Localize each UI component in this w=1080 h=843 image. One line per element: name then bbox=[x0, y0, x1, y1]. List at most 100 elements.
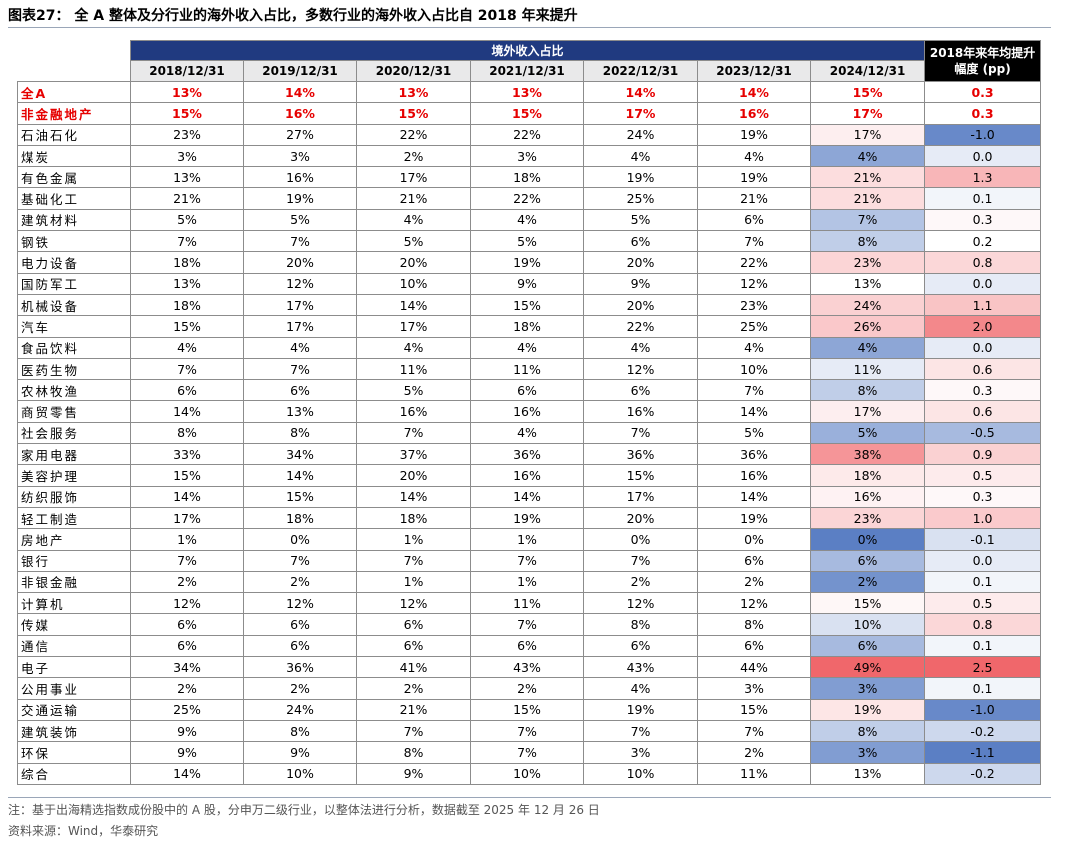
row-label: 美容护理 bbox=[17, 464, 131, 487]
table-row: 非金融地产 15% 16% 15% 15% 17% 16% 17% 0.3 bbox=[17, 102, 1042, 125]
table-cell: 4% bbox=[470, 421, 584, 445]
table-cell: -1.0 bbox=[924, 698, 1042, 721]
table-cell: 19% bbox=[470, 506, 584, 530]
row-label: 非金融地产 bbox=[17, 102, 131, 125]
table-cell: 2% bbox=[470, 677, 584, 700]
table-row: 建筑材料 5% 5% 4% 4% 5% 6% 7% 0.3 bbox=[17, 208, 1042, 232]
table-cell: 4% bbox=[583, 144, 698, 168]
table-cell: 1% bbox=[356, 528, 471, 551]
table-cell: 7% bbox=[243, 230, 357, 253]
table-cell: 5% bbox=[470, 230, 584, 253]
table-cell: 10% bbox=[470, 762, 584, 785]
table-cell: 25% bbox=[130, 698, 244, 721]
table-cell: 17% bbox=[809, 400, 926, 423]
table-row: 公用事业 2% 2% 2% 2% 4% 3% 3% 0.1 bbox=[17, 677, 1042, 700]
table-cell: 5% bbox=[130, 208, 244, 232]
table-cell: 4% bbox=[697, 336, 811, 359]
table-cell: 16% bbox=[243, 102, 357, 125]
row-label: 全A bbox=[17, 80, 131, 104]
table-cell: 16% bbox=[356, 400, 471, 423]
table-cell: 13% bbox=[356, 80, 471, 104]
table-cell: 4% bbox=[809, 144, 926, 168]
table-cell: 15% bbox=[470, 293, 584, 317]
row-label: 汽车 bbox=[17, 315, 131, 338]
table-cell: 13% bbox=[243, 400, 357, 423]
table-cell: 3% bbox=[243, 144, 357, 168]
table-cell: 18% bbox=[470, 315, 584, 338]
table-cell: 25% bbox=[697, 315, 811, 338]
table-cell: 13% bbox=[130, 166, 244, 189]
column-header: 2019/12/31 bbox=[243, 60, 357, 82]
table-cell: 7% bbox=[809, 208, 926, 232]
table-cell: 7% bbox=[697, 230, 811, 253]
row-label: 商贸零售 bbox=[17, 400, 131, 423]
column-header: 2024/12/31 bbox=[809, 60, 926, 82]
table-cell: 7% bbox=[583, 549, 698, 572]
table-cell: 17% bbox=[809, 102, 926, 125]
table-cell: 8% bbox=[130, 421, 244, 445]
table-cell: 43% bbox=[470, 656, 584, 679]
table-cell: 5% bbox=[697, 421, 811, 445]
table-cell: -0.5 bbox=[924, 421, 1042, 445]
table-cell: 2% bbox=[809, 570, 926, 594]
table-cell: 6% bbox=[583, 634, 698, 658]
table-cell: 12% bbox=[130, 592, 244, 615]
table-cell: 4% bbox=[243, 336, 357, 359]
table-cell: 0.0 bbox=[924, 144, 1042, 168]
table-cell: 0.0 bbox=[924, 549, 1042, 572]
table-row: 电子 34% 36% 41% 43% 43% 44% 49% 2.5 bbox=[17, 656, 1042, 679]
table-row: 石油石化 23% 27% 22% 22% 24% 19% 17% -1.0 bbox=[17, 123, 1042, 146]
table-cell: 17% bbox=[243, 315, 357, 338]
table-cell: 10% bbox=[697, 357, 811, 381]
table-cell: 15% bbox=[356, 102, 471, 125]
table-cell: 16% bbox=[583, 400, 698, 423]
table-cell: 0.1 bbox=[924, 677, 1042, 700]
table-cell: 20% bbox=[583, 251, 698, 274]
table-cell: 2% bbox=[130, 570, 244, 594]
table-cell: 1% bbox=[130, 528, 244, 551]
row-label: 计算机 bbox=[17, 592, 131, 615]
table-cell: 20% bbox=[583, 293, 698, 317]
table-cell: 0.3 bbox=[924, 379, 1042, 402]
table-cell: 7% bbox=[130, 549, 244, 572]
table-row: 非银金融 2% 2% 1% 1% 2% 2% 2% 0.1 bbox=[17, 570, 1042, 594]
table-cell: 2.5 bbox=[924, 656, 1042, 679]
table-cell: 7% bbox=[356, 719, 471, 743]
table-cell: 14% bbox=[697, 80, 811, 104]
change-header: 2018年来年均提升幅度 (pp) bbox=[924, 40, 1042, 82]
table-cell: 1.1 bbox=[924, 293, 1042, 317]
table-cell: 5% bbox=[243, 208, 357, 232]
table-cell: 6% bbox=[130, 379, 244, 402]
table-row: 房地产 1% 0% 1% 1% 0% 0% 0% -0.1 bbox=[17, 528, 1042, 551]
table-row: 医药生物 7% 7% 11% 11% 12% 10% 11% 0.6 bbox=[17, 357, 1042, 381]
table-cell: 2% bbox=[697, 741, 811, 764]
table-cell: 6% bbox=[356, 634, 471, 658]
table-cell: 8% bbox=[243, 719, 357, 743]
table-cell: 15% bbox=[130, 464, 244, 487]
table-cell: 37% bbox=[356, 443, 471, 466]
table-cell: 7% bbox=[697, 719, 811, 743]
table-cell: 12% bbox=[356, 592, 471, 615]
table-cell: 2% bbox=[697, 570, 811, 594]
table-cell: 8% bbox=[243, 421, 357, 445]
table-cell: 11% bbox=[470, 592, 584, 615]
table-cell: 20% bbox=[356, 251, 471, 274]
table-cell: 11% bbox=[809, 357, 926, 381]
table-cell: 16% bbox=[470, 400, 584, 423]
table-cell: 0.5 bbox=[924, 464, 1042, 487]
table-cell: 19% bbox=[697, 166, 811, 189]
table-cell: 19% bbox=[583, 698, 698, 721]
table-cell: 19% bbox=[697, 123, 811, 146]
table-cell: 15% bbox=[470, 102, 584, 125]
table-cell: 22% bbox=[356, 123, 471, 146]
table-row: 有色金属 13% 16% 17% 18% 19% 19% 21% 1.3 bbox=[17, 166, 1042, 189]
table-cell: 24% bbox=[809, 293, 926, 317]
table-cell: 9% bbox=[583, 272, 698, 295]
table-cell: 38% bbox=[809, 443, 926, 466]
table-cell: 11% bbox=[356, 357, 471, 381]
table-cell: 0.9 bbox=[924, 443, 1042, 466]
table-cell: 7% bbox=[470, 613, 584, 636]
table-cell: 14% bbox=[130, 485, 244, 508]
table-cell: 7% bbox=[470, 741, 584, 764]
row-label: 电力设备 bbox=[17, 251, 131, 274]
